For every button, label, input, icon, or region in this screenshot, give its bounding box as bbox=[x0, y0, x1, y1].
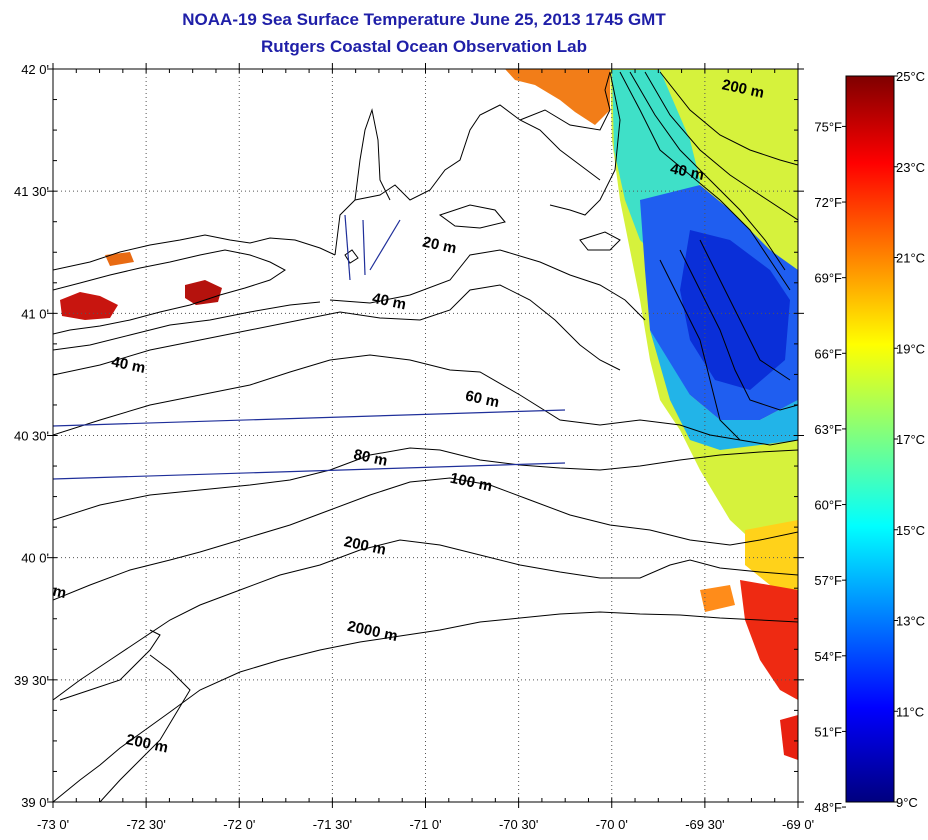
isobath-2000m bbox=[53, 611, 798, 802]
colorbar-label-f: 57°F bbox=[814, 573, 842, 588]
isobath-200m bbox=[53, 539, 798, 701]
sst-hot-small bbox=[780, 715, 798, 760]
isobath-60m bbox=[53, 354, 741, 441]
lat-tick-label: 39 0' bbox=[21, 795, 49, 810]
isobath-label: 100 m bbox=[449, 470, 494, 495]
colorbar-label-f: 72°F bbox=[814, 195, 842, 210]
georges-contour-1 bbox=[659, 259, 798, 446]
lon-tick-label: -72 0' bbox=[223, 817, 255, 832]
sst-lis-warm bbox=[60, 292, 118, 320]
canyon-contour bbox=[59, 629, 161, 701]
colorbar-label-f: 69°F bbox=[814, 271, 842, 286]
cape-cod-coast bbox=[519, 71, 621, 216]
lat-tick-label: 41 30' bbox=[14, 184, 49, 199]
colorbar bbox=[845, 75, 895, 803]
marthas-vineyard bbox=[438, 204, 506, 229]
sst-data-layer bbox=[60, 69, 798, 760]
colorbar-label-f: 60°F bbox=[814, 498, 842, 513]
sst-peconic-warm bbox=[185, 280, 222, 305]
lon-tick-label: -70 0' bbox=[596, 817, 628, 832]
map-title: NOAA-19 Sea Surface Temperature June 25,… bbox=[182, 10, 666, 29]
isobath-label: m bbox=[51, 583, 68, 602]
isobath-80m bbox=[53, 447, 798, 521]
block-island bbox=[344, 249, 359, 264]
georges-contour-3 bbox=[699, 239, 791, 381]
isobath-20m bbox=[329, 249, 646, 321]
colorbar-label-f: 75°F bbox=[814, 119, 842, 134]
gsc-contour-3 bbox=[644, 71, 798, 221]
georges-contour-2 bbox=[679, 249, 798, 411]
narragansett-bay bbox=[354, 108, 391, 201]
colorbar-label-c: 15°C bbox=[896, 523, 925, 538]
transect-lines bbox=[52, 214, 566, 480]
colorbar-label-f: 51°F bbox=[814, 724, 842, 739]
lon-tick-label: -72 30' bbox=[126, 817, 165, 832]
isobath-100m bbox=[53, 477, 798, 601]
isobath-label: 40 m bbox=[669, 160, 706, 184]
map-axes: 42 0' 41 30' 41 0' 40 30' 40 0' 39 30' 39 0' -7… bbox=[14, 62, 814, 832]
isobath-label: 40 m bbox=[110, 353, 147, 377]
colorbar-label-c: 13°C bbox=[896, 614, 925, 629]
gsc-contour-2 bbox=[629, 71, 786, 271]
isobath-label: 40 m bbox=[371, 290, 408, 314]
lat-tick-label: 39 30' bbox=[14, 673, 49, 688]
transect-line-north bbox=[52, 409, 566, 427]
sst-teal-edge bbox=[650, 330, 798, 450]
colorbar-label-f: 48°F bbox=[814, 800, 842, 815]
colorbar-label-c: 11°C bbox=[896, 704, 924, 719]
colorbar-label-f: 66°F bbox=[814, 346, 842, 361]
colorbar-label-c: 17°C bbox=[896, 432, 925, 447]
colorbar-label-c: 23°C bbox=[896, 160, 925, 175]
lon-tick-label: -70 30' bbox=[499, 817, 538, 832]
lon-tick-label: -71 0' bbox=[409, 817, 441, 832]
sst-orange-edge bbox=[700, 585, 735, 612]
coastline bbox=[53, 71, 798, 802]
colorbar-label-c: 25°C bbox=[896, 69, 925, 84]
isobath-label: 60 m bbox=[464, 387, 501, 411]
ct-ri-coast bbox=[334, 104, 601, 256]
isobath-label: 20 m bbox=[421, 234, 458, 258]
nantucket bbox=[579, 231, 621, 251]
colorbar-ticks: 25°C 23°C 21°C 19°C 17°C 15°C 13°C 11°C 9°C 75°F 7… bbox=[814, 69, 925, 815]
li-shelf-contour bbox=[53, 301, 321, 351]
transect-line-bay-1 bbox=[344, 214, 351, 281]
transect-line-bay-2 bbox=[362, 219, 366, 276]
lat-tick-label: 42 0' bbox=[21, 62, 49, 77]
lat-tick-label: 40 30' bbox=[14, 429, 49, 444]
long-island-coast bbox=[53, 249, 286, 335]
isobath-label: 2000 m bbox=[346, 618, 399, 645]
lat-tick-label: 40 0' bbox=[21, 551, 49, 566]
gsc-contour-4 bbox=[659, 71, 798, 166]
sst-hot-patch bbox=[740, 580, 798, 700]
lon-tick-label: -73 0' bbox=[37, 817, 69, 832]
lat-tick-label: 41 0' bbox=[21, 306, 49, 321]
isobath-label: 200 m bbox=[342, 533, 387, 558]
colorbar-label-f: 54°F bbox=[814, 649, 842, 664]
isobath-labels: 20 m 40 m 40 m 40 m 60 m 80 m 100 m 200 m 2000 m… bbox=[51, 76, 765, 756]
lon-tick-label: -69 0' bbox=[782, 817, 814, 832]
colorbar-label-c: 9°C bbox=[896, 795, 918, 810]
sst-bay-warm bbox=[105, 252, 134, 266]
colorbar-label-c: 21°C bbox=[896, 251, 925, 266]
lon-tick-label: -71 30' bbox=[313, 817, 352, 832]
lon-tick-label: -69 30' bbox=[685, 817, 724, 832]
isobath-40m bbox=[53, 284, 621, 376]
transect-line-bay-3 bbox=[369, 219, 401, 271]
isobath-label: 80 m bbox=[352, 446, 389, 470]
transect-line-south bbox=[52, 462, 566, 480]
colorbar-label-f: 63°F bbox=[814, 422, 842, 437]
isobath-200m-south bbox=[99, 654, 191, 802]
colorbar-label-c: 19°C bbox=[896, 341, 925, 356]
long-island-north bbox=[53, 234, 336, 271]
map-subtitle: Rutgers Coastal Ocean Observation Lab bbox=[261, 37, 587, 56]
sst-capecod-warm bbox=[505, 69, 610, 125]
gsc-contour-1 bbox=[619, 71, 791, 291]
